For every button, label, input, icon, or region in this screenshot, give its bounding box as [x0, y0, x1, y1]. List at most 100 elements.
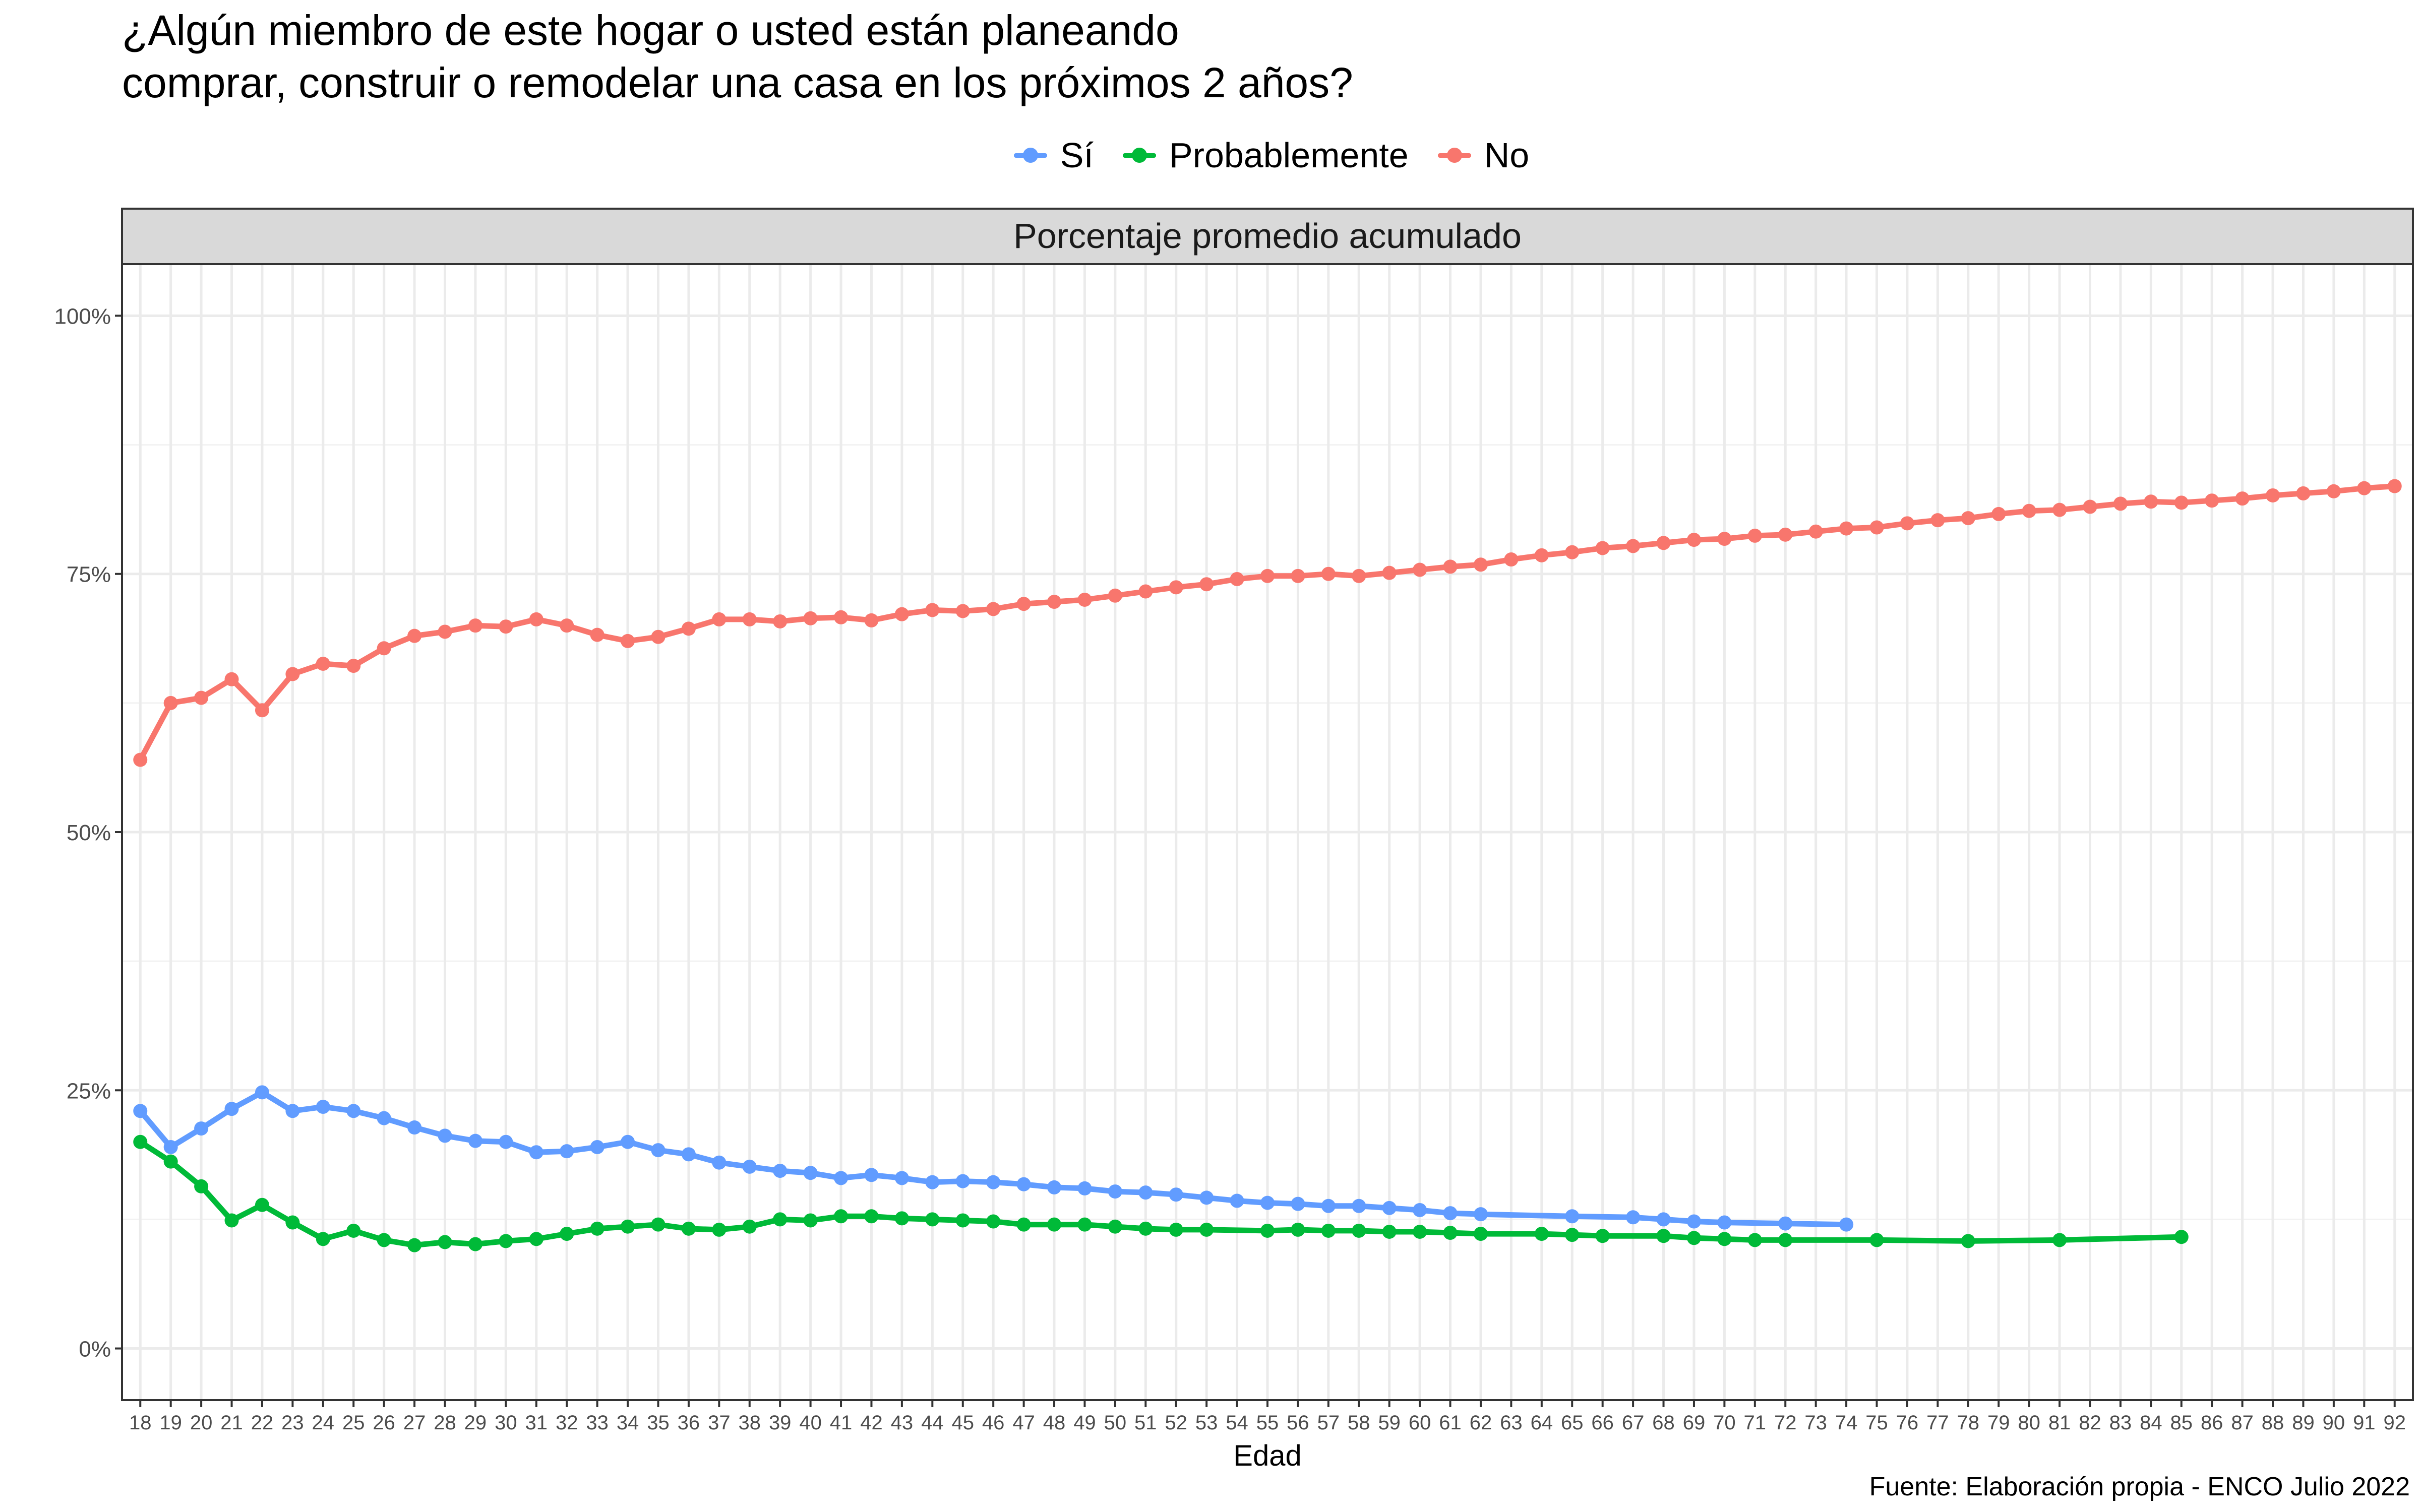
data-point	[224, 1102, 239, 1116]
data-point	[560, 618, 574, 633]
data-point	[1686, 1231, 1701, 1245]
data-point	[1534, 548, 1549, 562]
x-tick-label: 64	[1531, 1412, 1553, 1434]
chart-title-line-2: comprar, construir o remodelar una casa …	[122, 59, 1353, 106]
data-point	[864, 1168, 879, 1182]
data-point	[2113, 496, 2128, 511]
data-point	[1108, 588, 1122, 603]
data-point	[1413, 1224, 1427, 1239]
data-point	[590, 627, 604, 642]
data-point	[1260, 1223, 1275, 1238]
data-point	[1443, 1226, 1458, 1240]
legend-item-probablemente: Probablemente	[1121, 135, 1409, 175]
data-point	[499, 1135, 513, 1149]
x-tick-label: 75	[1865, 1412, 1888, 1434]
data-point	[894, 1171, 909, 1185]
data-point	[1413, 1203, 1427, 1217]
data-point	[1016, 597, 1031, 611]
legend-key-no	[1436, 140, 1473, 170]
data-point	[1016, 1217, 1031, 1232]
data-point	[133, 1104, 148, 1118]
x-tick-label: 85	[2170, 1412, 2193, 1434]
data-point	[468, 1133, 482, 1148]
data-point	[1138, 584, 1153, 599]
x-tick-label: 59	[1378, 1412, 1401, 1434]
data-point	[1291, 569, 1305, 583]
x-tick-label: 70	[1713, 1412, 1736, 1434]
x-tick-label: 28	[434, 1412, 456, 1434]
data-point	[1169, 580, 1183, 595]
data-point	[1169, 1187, 1183, 1202]
data-point	[1138, 1185, 1153, 1200]
data-point	[163, 696, 178, 710]
x-tick-label: 91	[2353, 1412, 2376, 1434]
series-layer	[133, 479, 2402, 1252]
data-point	[1230, 1193, 1244, 1208]
data-point	[1260, 1195, 1275, 1210]
data-point	[681, 1221, 696, 1236]
data-point	[1961, 1234, 1975, 1248]
x-tick-label: 84	[2140, 1412, 2162, 1434]
x-tick-label: 67	[1622, 1412, 1645, 1434]
x-tick-label: 32	[556, 1412, 578, 1434]
data-point	[681, 1147, 696, 1162]
data-point	[1808, 524, 1823, 539]
data-point	[499, 1234, 513, 1248]
data-point	[224, 1213, 239, 1228]
data-point	[1199, 1190, 1214, 1205]
legend-label-probablemente: Probablemente	[1169, 136, 1409, 175]
x-tick-label: 69	[1683, 1412, 1706, 1434]
x-tick-label: 71	[1744, 1412, 1767, 1434]
legend-label-si: Sí	[1060, 136, 1094, 175]
data-point	[1656, 1229, 1671, 1243]
data-point	[1473, 557, 1488, 572]
data-point	[529, 612, 543, 626]
data-point	[1900, 516, 1914, 531]
data-point	[621, 1219, 635, 1234]
data-point	[894, 1211, 909, 1226]
data-point	[224, 672, 239, 686]
data-point	[1352, 569, 1366, 583]
facet-strip: Porcentaje promedio acumulado	[121, 208, 2414, 265]
x-tick-label: 92	[2383, 1412, 2406, 1434]
data-point	[2174, 1230, 2189, 1244]
data-point	[438, 1128, 452, 1143]
data-point	[621, 1135, 635, 1149]
data-point	[1747, 1233, 1762, 1247]
chart-title-line-1: ¿Algún miembro de este hogar o usted est…	[122, 7, 1179, 54]
data-point	[1717, 532, 1732, 546]
data-point	[2326, 484, 2341, 498]
data-point	[864, 613, 879, 627]
data-point	[1473, 1227, 1488, 1241]
x-tick-label: 76	[1896, 1412, 1919, 1434]
data-point	[1260, 569, 1275, 583]
x-axis-title: Edad	[1233, 1439, 1301, 1472]
data-point	[2052, 1233, 2067, 1247]
data-point	[377, 641, 391, 656]
data-point	[834, 610, 849, 624]
y-tick-label: 25%	[67, 1079, 111, 1103]
data-point	[1321, 1199, 1336, 1213]
x-tick-label: 20	[190, 1412, 213, 1434]
x-tick-label: 46	[982, 1412, 1005, 1434]
grid-lines	[122, 264, 2413, 1400]
x-tick-label: 66	[1591, 1412, 1614, 1434]
data-point	[255, 703, 269, 718]
data-point	[925, 1212, 940, 1227]
x-tick-label: 82	[2079, 1412, 2101, 1434]
data-point	[346, 1104, 361, 1118]
data-point	[1077, 592, 1092, 607]
data-point	[1778, 527, 1793, 542]
data-point	[468, 618, 482, 633]
x-tick-label: 56	[1287, 1412, 1309, 1434]
x-tick-label: 63	[1500, 1412, 1523, 1434]
data-point	[163, 1140, 178, 1154]
data-point	[773, 1164, 788, 1178]
data-point	[2022, 503, 2036, 518]
data-point	[1565, 1209, 1580, 1224]
data-point	[1352, 1223, 1366, 1238]
data-point	[2205, 493, 2219, 508]
data-point	[1382, 1224, 1397, 1239]
data-point	[1869, 1233, 1884, 1247]
x-tick-label: 25	[342, 1412, 365, 1434]
